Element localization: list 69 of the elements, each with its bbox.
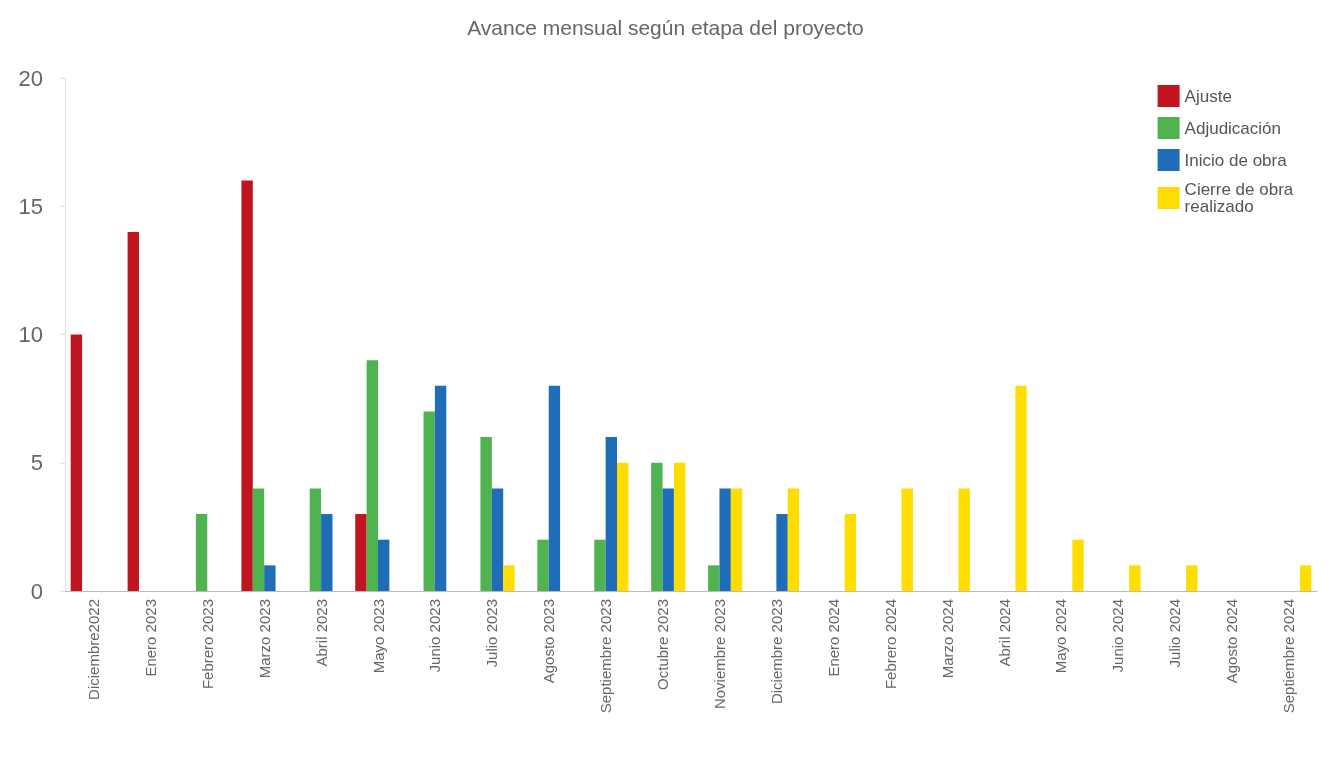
bar: [708, 565, 720, 591]
bar: [901, 488, 913, 591]
x-tick-label: Agosto 2024: [1223, 599, 1241, 684]
bar: [673, 462, 686, 591]
x-tick-label: Agosto 2023: [540, 599, 558, 684]
bar: [594, 539, 606, 591]
bar: [548, 385, 561, 591]
bar: [378, 539, 390, 591]
x-tick-label: Enero 2024: [824, 599, 842, 677]
bar: [537, 539, 549, 591]
x-tick-label: Diciembre2022: [84, 599, 102, 700]
x-tick-label: Septiembre 2024: [1280, 599, 1298, 714]
x-tick-label: Abril 2024: [995, 599, 1013, 667]
y-tick-label: 10: [18, 322, 43, 347]
x-tick-label: Julio 2023: [483, 599, 501, 668]
bar: [252, 488, 265, 591]
bar: [730, 488, 743, 591]
x-tick-label: Diciembre 2023: [767, 599, 785, 705]
x-tick-label: Junio 2024: [1109, 599, 1127, 673]
x-tick-label: Junio 2023: [426, 599, 444, 673]
bar: [1015, 385, 1027, 591]
x-tick-label: Julio 2024: [1166, 599, 1184, 668]
x-tick-label: Marzo 2023: [255, 599, 273, 679]
bar: [1186, 565, 1198, 591]
y-tick-label: 0: [30, 578, 43, 604]
bar: [844, 514, 857, 591]
x-tick-label: Marzo 2024: [938, 599, 956, 679]
bar: [70, 334, 83, 591]
bar: [1072, 539, 1084, 591]
legend-label: Inicio de obra: [1184, 150, 1288, 170]
bar: [195, 514, 208, 591]
bar: [1299, 565, 1312, 591]
x-tick-label: Octubre 2023: [654, 599, 672, 690]
x-tick-label: Enero 2023: [141, 599, 159, 677]
bar: [719, 488, 731, 591]
bar: [1129, 565, 1141, 591]
x-tick-label: Febrero 2024: [881, 599, 899, 690]
bar: [434, 385, 447, 591]
bar: [127, 231, 139, 591]
x-tick-label: Septiembre 2023: [597, 599, 615, 714]
bar: [366, 360, 378, 591]
x-tick-label: Mayo 2024: [1052, 599, 1070, 674]
chart-title: Avance mensual según etapa del proyecto: [467, 16, 864, 39]
x-tick-label: Mayo 2023: [369, 599, 387, 674]
bar: [355, 514, 367, 591]
bar: [787, 488, 800, 591]
bar: [264, 565, 276, 591]
bar: [958, 488, 970, 591]
y-tick-label: 20: [18, 65, 43, 91]
bar: [617, 462, 629, 591]
legend-label: Ajuste: [1184, 86, 1232, 106]
y-tick-label: 15: [18, 193, 43, 219]
bar: [605, 437, 618, 591]
bar: [241, 180, 253, 591]
bar: [503, 565, 515, 591]
bar: [491, 488, 504, 591]
bar: [651, 462, 663, 591]
legend-label: Cierre de obra realizado: [1184, 180, 1298, 216]
legend-label: Adjudicación: [1184, 118, 1282, 138]
bar: [309, 488, 322, 591]
bar: [423, 411, 435, 591]
bar: [776, 514, 788, 591]
x-tick-label: Abril 2023: [312, 599, 330, 667]
bar: [480, 437, 492, 591]
x-tick-label: Noviembre 2023: [710, 599, 728, 710]
x-tick-label: Febrero 2023: [198, 599, 216, 690]
bar: [321, 514, 333, 591]
y-tick-label: 5: [30, 450, 43, 476]
bar: [662, 488, 674, 591]
